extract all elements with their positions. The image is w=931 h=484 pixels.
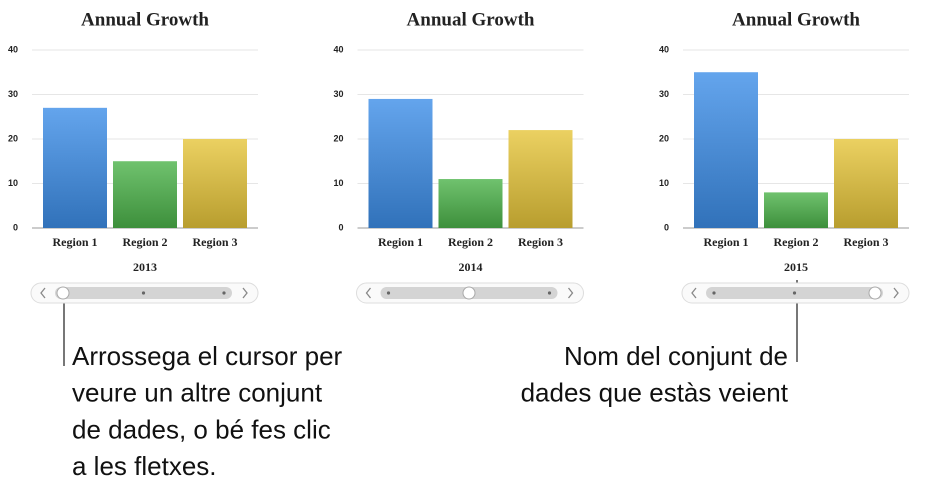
x-tick-label: Region 1	[378, 235, 423, 249]
x-tick-label: Region 1	[53, 235, 98, 249]
y-tick-label: 0	[664, 222, 669, 232]
slider-dot	[712, 291, 716, 295]
y-tick-label: 30	[8, 89, 18, 99]
bar-shade	[764, 192, 828, 228]
x-tick-label: Region 2	[774, 235, 819, 249]
chart-title: Annual Growth	[732, 9, 860, 30]
slider-dot	[547, 291, 552, 295]
dataset-label: 2013	[133, 260, 157, 274]
slider-knob[interactable]	[868, 286, 882, 300]
y-tick-label: 40	[8, 44, 18, 54]
chart-title: Annual Growth	[407, 9, 535, 30]
y-tick-label: 20	[8, 133, 18, 143]
bar-shade	[113, 161, 177, 228]
y-tick-label: 20	[333, 133, 343, 143]
arrow-right[interactable]	[567, 287, 574, 299]
slider-dot	[222, 291, 226, 295]
y-tick-label: 30	[659, 89, 669, 99]
slider-dot	[386, 291, 391, 295]
annotation: Arrossega el cursor per	[72, 341, 343, 371]
y-tick-label: 20	[659, 133, 669, 143]
slider-knob[interactable]	[56, 286, 70, 300]
y-tick-label: 10	[333, 178, 343, 188]
y-tick-label: 40	[659, 44, 669, 54]
bar-shade	[834, 139, 898, 228]
arrow-right[interactable]	[893, 287, 899, 299]
bar-shade	[694, 72, 758, 228]
bar-shade	[183, 139, 247, 228]
bar-shade	[508, 130, 573, 228]
slider-dot	[141, 291, 146, 295]
x-tick-label: Region 2	[123, 235, 168, 249]
bar-shade	[368, 98, 433, 228]
y-tick-label: 10	[8, 178, 18, 188]
bar-shade	[43, 107, 107, 228]
annotation: de dades, o bé fes clic	[72, 414, 331, 444]
x-tick-label: Region 2	[448, 235, 493, 249]
y-tick-label: 0	[338, 222, 343, 232]
chart-title: Annual Growth	[81, 9, 209, 30]
bar-shade	[438, 179, 503, 228]
dataset-label: 2014	[459, 260, 483, 274]
slider-dot	[792, 291, 797, 295]
arrow-left[interactable]	[691, 287, 697, 299]
y-tick-label: 10	[659, 178, 669, 188]
dataset-label: 2015	[784, 260, 808, 274]
annotation: a les fletxes.	[72, 451, 217, 481]
x-tick-label: Region 3	[193, 235, 238, 249]
arrow-left[interactable]	[40, 287, 46, 299]
x-tick-label: Region 3	[844, 235, 889, 249]
x-tick-label: Region 3	[518, 235, 563, 249]
y-tick-label: 30	[333, 89, 343, 99]
y-tick-label: 0	[13, 222, 18, 232]
arrow-left[interactable]	[365, 287, 372, 299]
y-tick-label: 40	[333, 44, 343, 54]
arrow-right[interactable]	[242, 287, 248, 299]
annotation: dades que estàs veient	[521, 378, 789, 408]
slider-knob[interactable]	[462, 286, 476, 300]
annotation: Nom del conjunt de	[564, 341, 788, 371]
annotation: veure un altre conjunt	[72, 378, 323, 408]
x-tick-label: Region 1	[704, 235, 749, 249]
